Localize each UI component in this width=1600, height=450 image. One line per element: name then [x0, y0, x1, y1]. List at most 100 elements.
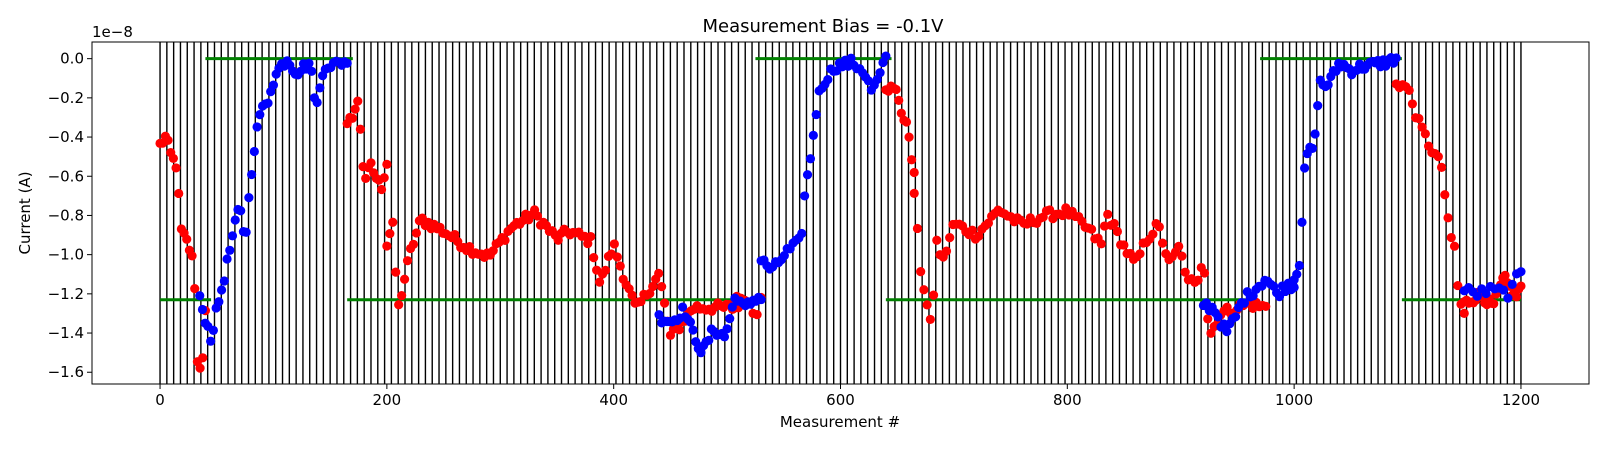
data-point: [722, 324, 732, 334]
data-point: [725, 314, 735, 324]
data-point: [353, 96, 363, 106]
data-point: [1222, 327, 1232, 337]
data-point: [1503, 293, 1513, 303]
data-point: [385, 228, 395, 239]
data-point: [397, 291, 407, 301]
data-point: [928, 290, 939, 300]
data-point: [1459, 308, 1469, 319]
data-point: [615, 261, 625, 271]
data-point: [932, 235, 942, 245]
data-point: [168, 153, 178, 164]
data-point: [1436, 162, 1447, 172]
data-point: [1292, 269, 1302, 279]
data-point: [1498, 285, 1509, 295]
data-point: [1174, 241, 1184, 251]
data-point: [1231, 312, 1241, 322]
data-point: [1289, 282, 1299, 292]
data-point: [691, 337, 701, 347]
data-point: [704, 335, 714, 345]
x-tick-label: 200: [373, 391, 402, 409]
data-point: [225, 245, 235, 255]
data-point: [222, 254, 232, 264]
data-point: [342, 58, 352, 68]
data-point: [1177, 251, 1187, 261]
data-point: [355, 124, 366, 134]
data-point: [236, 206, 246, 216]
x-tick-label: 0: [155, 391, 165, 409]
data-point: [1300, 163, 1310, 173]
data-point: [916, 266, 926, 277]
data-point: [1407, 99, 1418, 109]
data-point: [206, 336, 216, 346]
x-axis-label: Measurement #: [780, 413, 900, 431]
data-point: [901, 117, 912, 127]
data-point: [925, 314, 935, 325]
data-point: [1157, 238, 1168, 248]
reference-segment-layer: [160, 57, 1521, 302]
data-point: [1446, 232, 1456, 243]
data-point: [823, 75, 833, 85]
data-point: [450, 229, 460, 240]
data-point: [612, 252, 622, 262]
data-point: [657, 282, 667, 292]
data-point: [583, 238, 593, 249]
data-point: [1307, 143, 1318, 154]
data-point: [1323, 80, 1333, 90]
data-point: [1507, 279, 1517, 289]
data-point: [756, 294, 766, 305]
data-point: [1206, 328, 1216, 338]
data-point: [347, 113, 358, 123]
data-point: [645, 288, 655, 299]
y-tick-label: −0.4: [48, 128, 84, 146]
data-point: [230, 215, 240, 225]
data-point: [379, 173, 389, 183]
vertical-line-layer: [159, 42, 1522, 384]
data-point: [659, 298, 670, 308]
data-point: [366, 158, 376, 168]
x-tick-label: 800: [1053, 391, 1082, 409]
data-point: [174, 188, 184, 199]
data-point: [1103, 209, 1113, 219]
data-point: [685, 317, 696, 327]
y-tick-label: −1.2: [48, 285, 84, 303]
data-point: [674, 325, 684, 335]
y-tick-label: −1.4: [48, 324, 84, 342]
data-point: [1119, 240, 1129, 250]
y-tick-label: 0.0: [60, 50, 84, 68]
data-point: [249, 146, 259, 157]
data-point: [909, 188, 919, 198]
data-point: [247, 169, 257, 180]
data-point: [252, 122, 262, 132]
data-point: [1449, 241, 1460, 251]
data-point: [983, 218, 994, 228]
data-point: [896, 108, 906, 118]
data-point: [1472, 291, 1482, 301]
data-point: [1297, 217, 1307, 227]
x-tick-label: 400: [599, 391, 628, 409]
data-point: [941, 246, 952, 256]
data-point: [1481, 288, 1491, 299]
data-point: [268, 80, 279, 90]
data-point: [1443, 213, 1453, 223]
data-point: [1199, 268, 1210, 278]
data-point: [532, 211, 543, 221]
data-point: [391, 267, 401, 277]
x-tick-label: 600: [826, 391, 855, 409]
x-tick-label: 1000: [1275, 391, 1313, 409]
data-point: [307, 66, 317, 76]
data-point: [190, 284, 200, 294]
data-point: [881, 51, 891, 61]
data-point: [797, 228, 807, 239]
data-point: [1096, 239, 1106, 249]
data-point: [1112, 226, 1123, 237]
data-point: [805, 154, 816, 164]
y-tick-label: −1.6: [48, 363, 84, 381]
data-point: [1313, 101, 1323, 111]
data-point: [600, 265, 611, 275]
data-point: [907, 155, 917, 165]
data-point: [589, 253, 599, 263]
data-point: [361, 173, 371, 184]
data-point: [1500, 270, 1510, 280]
data-point: [382, 241, 392, 251]
